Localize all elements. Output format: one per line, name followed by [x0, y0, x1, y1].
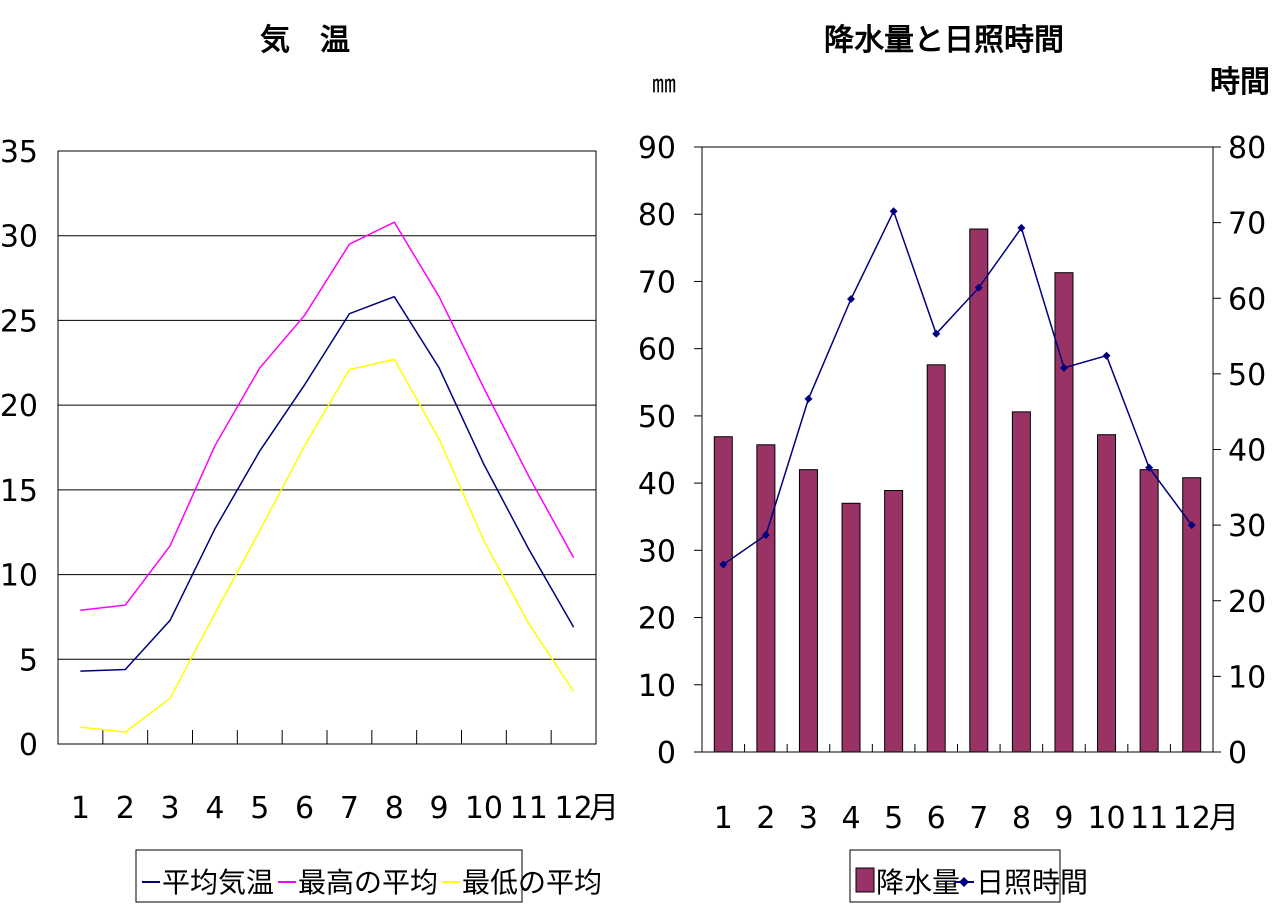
x-tick-label: 4 [205, 791, 224, 826]
temperature-legend: 平均気温 最高の平均 最低の平均 [135, 849, 602, 903]
right-tick-label: 50 [1228, 358, 1266, 393]
point-marker [804, 394, 813, 403]
right-tick-label: 0 [1228, 736, 1247, 771]
legend-marker [959, 877, 969, 887]
x-tick-label: 5 [884, 801, 903, 836]
left-tick-label: 80 [638, 198, 676, 233]
y-tick-label: 5 [19, 643, 38, 678]
bar-降水量 [1011, 411, 1031, 753]
legend-label: 平均気温 [162, 866, 274, 899]
y-tick-label: 35 [0, 135, 38, 170]
bar-降水量 [756, 444, 776, 753]
x-tick-label: 10 [1087, 801, 1125, 836]
right-tick-label: 40 [1228, 434, 1266, 469]
precip-chart-title: 降水量と日照時間 [824, 23, 1064, 58]
right-tick-label: 20 [1228, 585, 1266, 620]
point-marker [1059, 363, 1068, 372]
left-tick-label: 40 [638, 467, 676, 502]
x-tick-label: 11 [1130, 801, 1168, 836]
series-line-平均気温 [80, 295, 575, 672]
legend-label: 最高の平均 [298, 866, 438, 899]
point-marker [889, 207, 898, 216]
point-marker [761, 530, 770, 539]
legend-label: 最低の平均 [462, 866, 602, 899]
bar-降水量 [713, 436, 733, 753]
y-tick-label: 0 [19, 728, 38, 763]
legend-box [849, 849, 1061, 903]
x-tick-label: 6 [927, 801, 946, 836]
left-tick-label: 10 [638, 669, 676, 704]
x-tick-label: 2 [756, 801, 775, 836]
left-tick-label: 30 [638, 534, 676, 569]
x-tick-label: 8 [385, 791, 404, 826]
series-line-日照時間 [722, 209, 1193, 566]
left-tick-label: 50 [638, 400, 676, 435]
x-tick-label: 7 [969, 801, 988, 836]
x-tick-label: 8 [1012, 801, 1031, 836]
x-tick-label: 2 [116, 791, 135, 826]
right-tick-label: 80 [1228, 131, 1266, 166]
x-tick-label: 9 [1054, 801, 1073, 836]
bar-降水量 [841, 502, 861, 753]
y-tick-label: 30 [0, 220, 38, 255]
x-axis-unit: 月 [589, 791, 619, 826]
x-tick-label: 7 [340, 791, 359, 826]
left-tick-label: 60 [638, 333, 676, 368]
y-tick-label: 20 [0, 389, 38, 424]
bar-降水量 [884, 490, 904, 753]
right-axis-unit: 時間 [1210, 65, 1270, 100]
x-tick-label: 6 [295, 791, 314, 826]
right-tick-label: 70 [1228, 207, 1266, 242]
bar-降水量 [1097, 434, 1117, 753]
right-tick-label: 60 [1228, 282, 1266, 317]
bar-降水量 [1054, 272, 1074, 753]
right-tick-label: 30 [1228, 509, 1266, 544]
point-marker [1187, 521, 1196, 530]
y-tick-label: 25 [0, 304, 38, 339]
legend-label: 日照時間 [976, 866, 1088, 899]
bar-降水量 [926, 364, 946, 753]
temperature-chart-title: 気 温 [260, 23, 350, 58]
legend-swatch [855, 867, 875, 893]
left-tick-label: 70 [638, 265, 676, 300]
x-tick-label: 1 [71, 791, 90, 826]
y-tick-label: 10 [0, 559, 38, 594]
precip-legend: 降水量 日照時間 [849, 849, 1088, 903]
left-tick-label: 0 [657, 736, 676, 771]
point-marker [974, 283, 983, 292]
point-marker [932, 329, 941, 338]
y-tick-label: 15 [0, 474, 38, 509]
point-marker [1145, 463, 1154, 472]
bar-降水量 [798, 469, 818, 753]
x-tick-label: 10 [465, 791, 503, 826]
bar-降水量 [1139, 469, 1159, 753]
x-tick-label: 11 [510, 791, 548, 826]
left-axis-unit: ㎜ [652, 70, 676, 98]
x-tick-label: 3 [799, 801, 818, 836]
x-tick-label: 4 [841, 801, 860, 836]
x-tick-label: 1 [714, 801, 733, 836]
point-marker [1102, 351, 1111, 360]
left-tick-label: 90 [638, 131, 676, 166]
bar-降水量 [1182, 477, 1202, 753]
x-tick-label: 3 [161, 791, 180, 826]
bar-降水量 [969, 228, 989, 753]
left-tick-label: 20 [638, 602, 676, 637]
point-marker [847, 295, 856, 304]
x-axis-unit: 月 [1209, 801, 1239, 836]
x-tick-label: 9 [430, 791, 449, 826]
x-tick-label: 12 [554, 791, 592, 826]
x-tick-label: 5 [250, 791, 269, 826]
legend-label: 降水量 [876, 866, 960, 899]
point-marker [1017, 223, 1026, 232]
legend-box [135, 849, 523, 903]
x-tick-label: 12 [1173, 801, 1211, 836]
right-tick-label: 10 [1228, 660, 1266, 695]
series-line-最高の平均 [80, 221, 575, 611]
series-line-最低の平均 [80, 358, 575, 733]
point-marker [719, 560, 728, 569]
